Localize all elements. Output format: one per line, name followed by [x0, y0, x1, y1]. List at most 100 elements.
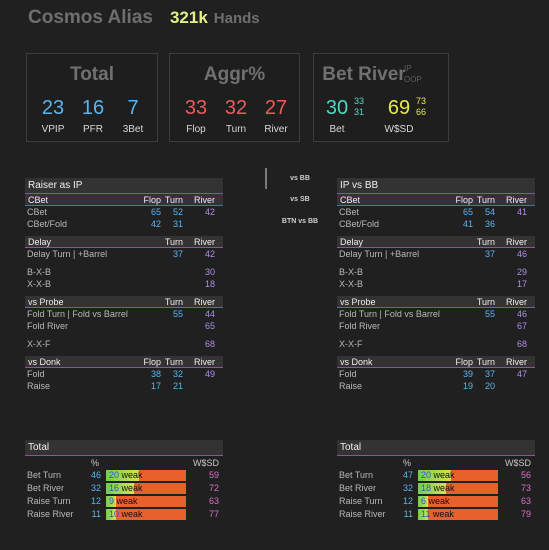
bet-oop-value: 31: [354, 107, 365, 117]
pct-value: 32: [402, 483, 413, 493]
value-cell: 44: [204, 309, 215, 319]
row-label: X-X-B: [339, 279, 364, 289]
stat-label: Turn: [225, 124, 247, 135]
value-cell: 37: [484, 369, 495, 379]
wsd-value: 56: [520, 470, 531, 480]
pct-value: 12: [402, 496, 413, 506]
value-cell: 30: [204, 267, 215, 277]
range-bar: 20 weak: [106, 470, 186, 481]
range-tag: weak: [121, 470, 143, 480]
vs-sb-option[interactable]: vs SB: [290, 196, 310, 203]
range-fill: [418, 483, 446, 494]
row-label: CBet: [27, 207, 48, 217]
value-cell: 41: [516, 207, 527, 217]
row-label: Bet Turn: [27, 470, 62, 480]
value-cell: 39: [462, 369, 473, 379]
card-title: Bet River: [322, 64, 406, 85]
card-title: Aggr%: [203, 64, 266, 85]
col-turn: Turn: [476, 297, 495, 307]
pct-value: 11: [403, 509, 413, 519]
range-bar: 18 weak: [418, 483, 498, 494]
panel-title: Raiser as IP: [25, 178, 223, 194]
pct-value: 32: [90, 483, 101, 493]
value-cell: 55: [484, 309, 495, 319]
wsd-ip-value: 73: [416, 96, 427, 106]
row-label: Fold: [339, 369, 357, 379]
section-label: CBet: [340, 195, 361, 205]
table-row: Raise Turn 12 6 weak 63: [337, 495, 535, 508]
col-turn: Turn: [164, 195, 183, 205]
range-tag: weak: [116, 496, 138, 506]
donk-header: vs Donk Flop Turn River: [337, 356, 535, 368]
panel-title: Total: [25, 440, 223, 456]
range-label: 6 weak: [421, 496, 450, 507]
hands-count: 321k Hands: [170, 8, 260, 28]
table-row: Fold Turn | Fold vs Barrel 55 46: [337, 308, 535, 320]
stat-value: 32: [224, 97, 248, 119]
table-row: B-X-B 30: [25, 266, 223, 278]
range-tag: weak: [121, 483, 143, 493]
wsd-value: 63: [208, 496, 219, 506]
col-flop: Flop: [143, 195, 161, 205]
row-label: Bet River: [339, 483, 377, 493]
bet-ip-oop: 33 31: [354, 96, 364, 118]
btn-vs-bb-option[interactable]: BTN vs BB: [281, 218, 319, 225]
oop-label: OOP: [404, 75, 422, 84]
col-turn: Turn: [476, 195, 495, 205]
vs-bb-option[interactable]: vs BB: [290, 175, 310, 182]
col-turn: Turn: [164, 297, 183, 307]
cbet-header: CBet Flop Turn River: [25, 194, 223, 206]
probe-header: vs Probe Turn River: [25, 296, 223, 308]
pct-header: %: [403, 458, 412, 468]
table-row: Fold River 65: [25, 320, 223, 332]
table-row: Raise 19 20: [337, 380, 535, 392]
wsd-ip-oop: 73 66: [416, 96, 426, 118]
table-row: X-X-F 68: [25, 338, 223, 350]
pct-value: 12: [90, 496, 101, 506]
row-label: Raise River: [339, 509, 386, 519]
row-label: Fold: [27, 369, 45, 379]
wsd-stat: 69 W$SD: [382, 96, 416, 135]
col-river: River: [505, 297, 527, 307]
value-cell: 67: [516, 321, 527, 331]
range-bar: 9 weak: [106, 496, 186, 507]
section-label: vs Donk: [340, 357, 373, 367]
range-fill: [106, 483, 134, 494]
range-tag: weak: [433, 483, 455, 493]
cbet-header: CBet Flop Turn River: [337, 194, 535, 206]
row-label: CBet/Fold: [339, 219, 380, 229]
range-bar: 6 weak: [418, 496, 498, 507]
range-count: 9: [109, 496, 115, 506]
range-count: 10: [109, 509, 120, 519]
row-label: X-X-F: [27, 339, 51, 349]
range-label: 20 weak: [109, 470, 143, 481]
aggr-flop-stat: 33 Flop: [178, 96, 214, 135]
section-label: vs Probe: [28, 297, 64, 307]
row-label: B-X-B: [339, 267, 364, 277]
section-label: Delay: [340, 237, 364, 247]
wsd-value: 59: [208, 470, 219, 480]
range-fill: [418, 496, 428, 507]
range-count: 20: [421, 470, 432, 480]
range-fill: [106, 470, 139, 481]
stat-label: VPIP: [41, 124, 65, 135]
col-river: River: [193, 357, 215, 367]
player-header: Cosmos Alias 321k Hands: [28, 7, 260, 31]
col-turn: Turn: [164, 357, 183, 367]
hands-label: Hands: [213, 10, 260, 27]
value-cell: 55: [172, 309, 183, 319]
range-label: 20 weak: [421, 470, 455, 481]
col-river: River: [505, 195, 527, 205]
col-flop: Flop: [143, 357, 161, 367]
table-row: Raise Turn 12 9 weak 63: [25, 495, 223, 508]
row-label: Raise: [27, 381, 51, 391]
value-cell: 31: [172, 219, 183, 229]
aggr-river-stat: 27 River: [256, 96, 296, 135]
row-label: Delay Turn | +Barrel: [27, 249, 108, 259]
wsd-value: 72: [208, 483, 219, 493]
stat-value: 27: [264, 97, 288, 119]
stat-label: Bet: [329, 124, 345, 135]
table-row: Bet River 32 16 weak 72: [25, 482, 223, 495]
table-row: CBet/Fold 42 31: [25, 218, 223, 230]
col-flop: Flop: [455, 195, 473, 205]
